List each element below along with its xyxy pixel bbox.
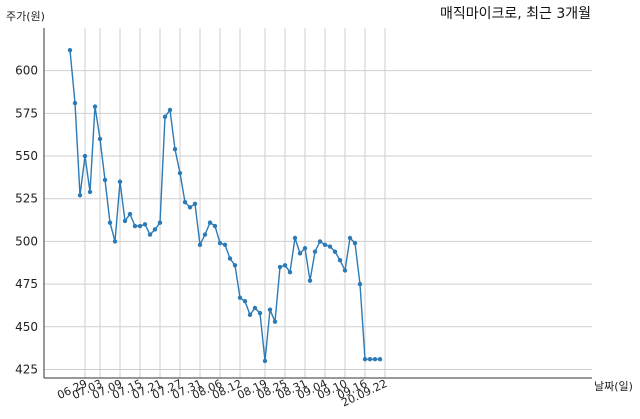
data-point xyxy=(197,242,203,248)
data-point xyxy=(182,199,188,205)
y-tick-labels: 425 450 475 500 525 550 575 600 xyxy=(15,64,38,377)
y-tick-label: 525 xyxy=(15,192,38,206)
data-point xyxy=(332,249,338,254)
data-point xyxy=(272,319,278,324)
data-point xyxy=(92,104,98,109)
data-point xyxy=(337,257,343,263)
data-point xyxy=(107,220,113,225)
y-tick-label: 550 xyxy=(15,149,38,163)
data-point xyxy=(347,235,353,241)
data-point xyxy=(192,201,198,207)
data-point xyxy=(307,278,313,283)
chart-title: 매직마이크로, 최근 3개월 xyxy=(440,6,591,22)
data-point xyxy=(82,153,88,159)
data-point xyxy=(357,281,363,287)
data-point xyxy=(242,298,248,304)
data-point xyxy=(237,295,243,300)
price-series xyxy=(67,47,383,364)
data-point xyxy=(222,242,228,248)
data-point xyxy=(162,114,168,119)
data-point xyxy=(167,107,173,113)
data-point xyxy=(177,170,183,176)
data-point xyxy=(77,193,83,198)
data-point xyxy=(372,357,378,362)
data-point xyxy=(122,218,128,224)
data-point xyxy=(207,220,213,225)
data-point xyxy=(297,251,303,256)
data-point xyxy=(322,242,328,248)
price-line xyxy=(69,50,380,361)
y-tick-label: 475 xyxy=(15,277,38,291)
data-point xyxy=(72,100,78,106)
data-point xyxy=(212,223,218,229)
y-tick-label: 500 xyxy=(15,234,38,248)
data-point xyxy=(362,357,368,362)
grid xyxy=(44,28,592,378)
data-point xyxy=(142,222,148,227)
data-point xyxy=(252,305,258,311)
data-point xyxy=(262,358,268,364)
data-point xyxy=(67,47,73,53)
data-point xyxy=(317,239,323,244)
data-point xyxy=(312,249,318,254)
data-point xyxy=(282,263,288,268)
data-point xyxy=(112,239,118,244)
data-point xyxy=(172,147,178,152)
data-point xyxy=(287,269,293,275)
data-point xyxy=(102,177,108,183)
data-point xyxy=(277,264,283,270)
data-point xyxy=(157,220,163,225)
data-point xyxy=(342,268,348,273)
data-point xyxy=(327,244,333,249)
data-point xyxy=(232,263,238,268)
data-point xyxy=(187,205,193,210)
x-axis-label: 날짜(일) xyxy=(594,379,633,393)
data-point xyxy=(302,246,308,251)
data-point xyxy=(202,232,208,237)
data-point xyxy=(137,223,143,229)
y-tick-label: 425 xyxy=(15,362,38,376)
data-point xyxy=(227,256,233,261)
data-point xyxy=(217,240,223,246)
data-point xyxy=(117,179,123,184)
data-point xyxy=(352,240,358,246)
y-tick-label: 600 xyxy=(15,64,38,78)
y-axis-label: 주가(원) xyxy=(6,10,45,23)
data-point xyxy=(132,223,138,229)
x-tick-labels: 06.2907.0307.0907.1507.2107.2707.3108.06… xyxy=(55,377,389,409)
data-point xyxy=(377,357,383,362)
data-point xyxy=(87,189,93,195)
data-point xyxy=(367,357,373,362)
data-point xyxy=(127,211,133,217)
data-point xyxy=(247,312,253,318)
y-tick-label: 450 xyxy=(15,320,38,334)
data-point xyxy=(97,136,103,142)
data-point xyxy=(267,307,273,312)
data-point xyxy=(152,227,158,232)
axes xyxy=(43,28,592,379)
data-point xyxy=(257,310,263,316)
data-point xyxy=(147,232,153,237)
y-tick-label: 575 xyxy=(15,106,38,120)
data-point xyxy=(292,235,298,241)
